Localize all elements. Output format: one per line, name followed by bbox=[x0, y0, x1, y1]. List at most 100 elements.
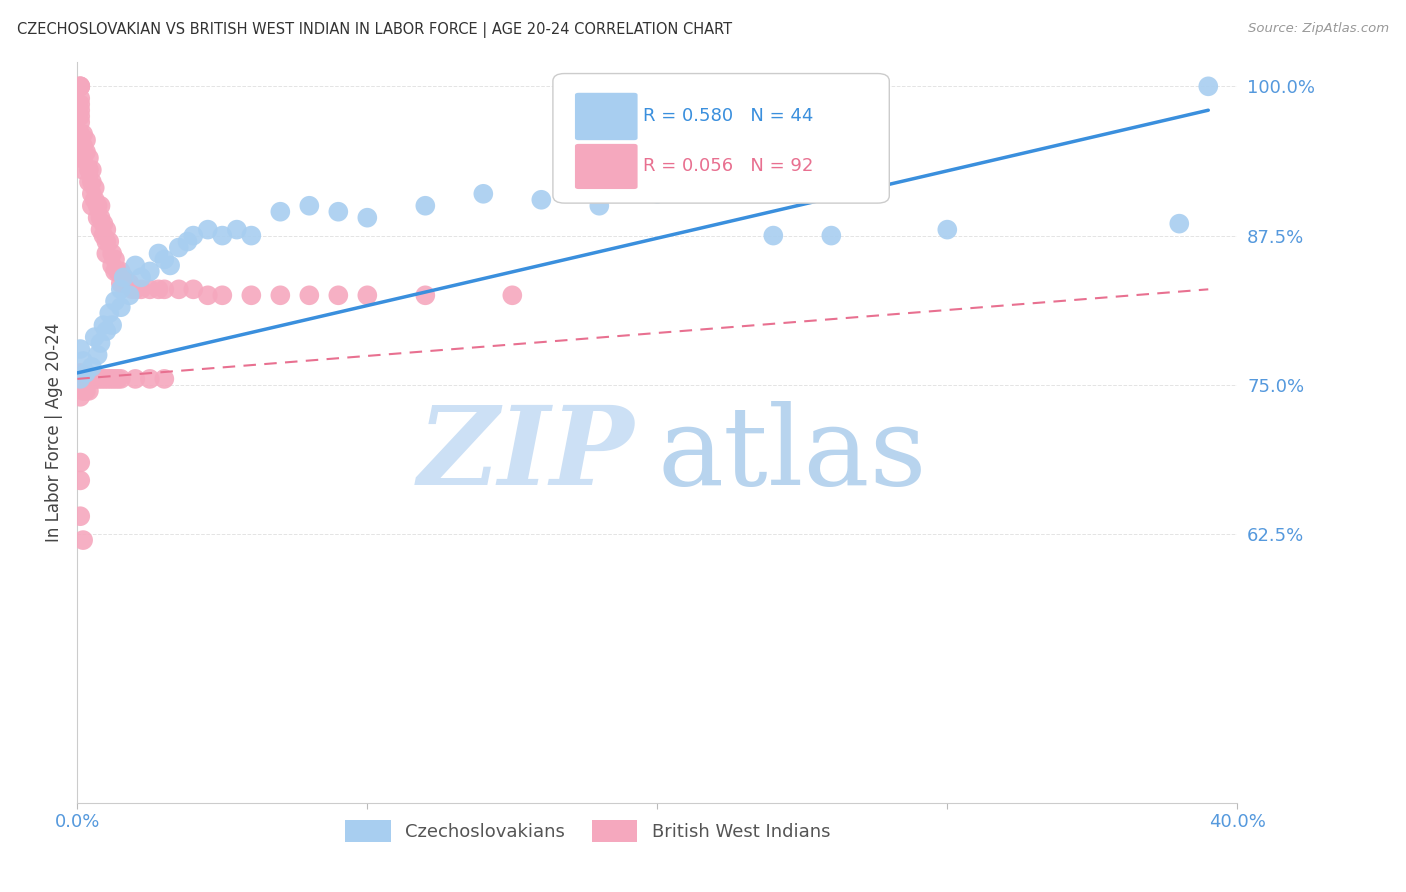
Point bbox=[72, 139, 94, 153]
Point bbox=[72, 162, 94, 177]
Text: Source: ZipAtlas.com: Source: ZipAtlas.com bbox=[1249, 22, 1389, 36]
Point bbox=[93, 228, 115, 243]
Point bbox=[328, 288, 350, 302]
Point bbox=[75, 145, 97, 159]
Point bbox=[110, 372, 132, 386]
Point bbox=[72, 384, 94, 398]
Point bbox=[107, 372, 129, 386]
Point bbox=[129, 270, 152, 285]
Point bbox=[69, 79, 91, 94]
Point bbox=[328, 204, 350, 219]
Point bbox=[69, 133, 91, 147]
Point bbox=[96, 372, 118, 386]
Point bbox=[139, 282, 162, 296]
Point bbox=[69, 366, 91, 380]
Point bbox=[121, 282, 143, 296]
Point bbox=[298, 288, 321, 302]
Text: atlas: atlas bbox=[658, 401, 927, 508]
Point bbox=[96, 235, 118, 249]
Point bbox=[80, 372, 103, 386]
Point bbox=[69, 115, 91, 129]
Point bbox=[90, 222, 111, 236]
Point bbox=[225, 222, 247, 236]
Point bbox=[72, 533, 94, 547]
Point bbox=[69, 377, 91, 392]
Point bbox=[139, 264, 162, 278]
Point bbox=[83, 193, 105, 207]
Legend: Czechoslovakians, British West Indians: Czechoslovakians, British West Indians bbox=[339, 813, 837, 849]
Point bbox=[104, 372, 127, 386]
Point bbox=[90, 336, 111, 351]
Point bbox=[69, 109, 91, 123]
Point bbox=[98, 372, 121, 386]
Point bbox=[77, 162, 100, 177]
Point bbox=[197, 222, 219, 236]
Point bbox=[129, 282, 152, 296]
Point bbox=[183, 282, 205, 296]
Point bbox=[148, 246, 170, 260]
Point bbox=[72, 354, 94, 368]
Point bbox=[80, 175, 103, 189]
Point bbox=[110, 264, 132, 278]
Point bbox=[298, 199, 321, 213]
Point bbox=[211, 288, 233, 302]
Point bbox=[69, 151, 91, 165]
Point bbox=[936, 222, 959, 236]
Point bbox=[90, 211, 111, 225]
Point bbox=[167, 282, 190, 296]
Point bbox=[107, 264, 129, 278]
Point bbox=[118, 288, 141, 302]
Point bbox=[153, 372, 176, 386]
Point bbox=[820, 228, 842, 243]
Point bbox=[211, 228, 233, 243]
Point bbox=[124, 372, 146, 386]
Point bbox=[69, 127, 91, 141]
Point bbox=[167, 240, 190, 254]
Point bbox=[93, 318, 115, 333]
Point bbox=[110, 277, 132, 291]
Point bbox=[69, 342, 91, 356]
Point bbox=[153, 252, 176, 267]
Point bbox=[69, 390, 91, 404]
Point bbox=[148, 282, 170, 296]
Point bbox=[112, 270, 135, 285]
Point bbox=[356, 211, 378, 225]
Point bbox=[96, 324, 118, 338]
Point bbox=[124, 282, 146, 296]
Point bbox=[110, 300, 132, 314]
Point bbox=[110, 282, 132, 296]
Point bbox=[80, 359, 103, 374]
Point bbox=[104, 294, 127, 309]
Point bbox=[80, 186, 103, 201]
Point bbox=[501, 288, 523, 302]
Point bbox=[112, 270, 135, 285]
Point bbox=[101, 318, 124, 333]
Point bbox=[762, 228, 785, 243]
Point bbox=[77, 384, 100, 398]
Point bbox=[139, 372, 162, 386]
Point bbox=[153, 282, 176, 296]
Point bbox=[98, 235, 121, 249]
Point bbox=[104, 252, 127, 267]
Point bbox=[240, 228, 263, 243]
Text: CZECHOSLOVAKIAN VS BRITISH WEST INDIAN IN LABOR FORCE | AGE 20-24 CORRELATION CH: CZECHOSLOVAKIAN VS BRITISH WEST INDIAN I… bbox=[17, 22, 733, 38]
Point bbox=[96, 222, 118, 236]
Y-axis label: In Labor Force | Age 20-24: In Labor Force | Age 20-24 bbox=[45, 323, 63, 542]
Point bbox=[90, 199, 111, 213]
Point bbox=[69, 474, 91, 488]
Point bbox=[77, 175, 100, 189]
FancyBboxPatch shape bbox=[575, 93, 637, 140]
Point bbox=[269, 288, 291, 302]
Point bbox=[69, 455, 91, 469]
Point bbox=[413, 288, 436, 302]
Point bbox=[101, 372, 124, 386]
Point bbox=[77, 372, 100, 386]
Point bbox=[98, 306, 121, 320]
Point bbox=[356, 288, 378, 302]
Point bbox=[75, 366, 97, 380]
Point bbox=[240, 288, 263, 302]
FancyBboxPatch shape bbox=[575, 144, 637, 189]
Text: R = 0.580   N = 44: R = 0.580 N = 44 bbox=[644, 107, 814, 125]
Point bbox=[115, 277, 138, 291]
Point bbox=[83, 330, 105, 344]
